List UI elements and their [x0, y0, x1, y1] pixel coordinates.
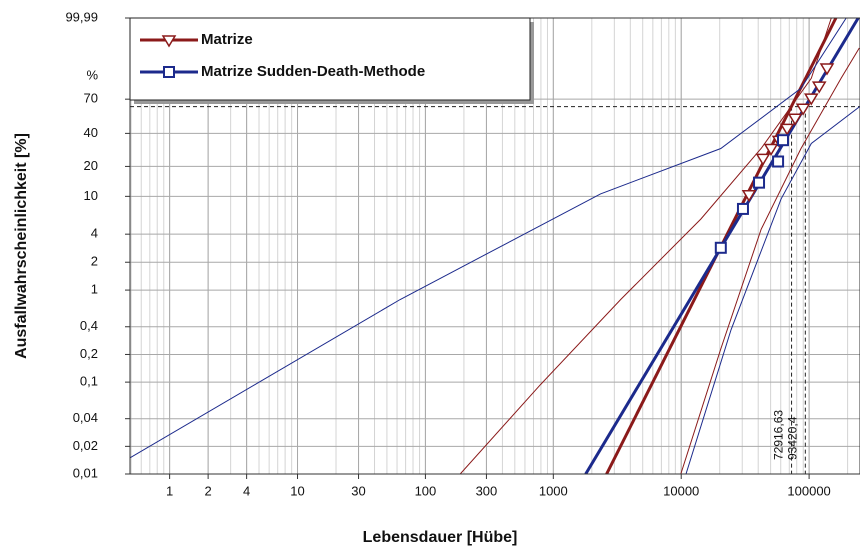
- x-axis-title: Lebensdauer [Hübe]: [363, 529, 518, 546]
- x-tick-label: 30: [351, 483, 365, 498]
- x-tick-label: 2: [205, 483, 212, 498]
- y-tick-label: 0,4: [80, 318, 98, 333]
- data-point: [163, 66, 175, 78]
- x-tick-label: 1000: [539, 483, 568, 498]
- y-tick-label: 99,99: [65, 9, 98, 24]
- y-tick-label: 20: [84, 158, 98, 173]
- data-point: [161, 35, 177, 48]
- reference-label: 72916,63: [772, 410, 786, 460]
- y-tick-label: 0,1: [80, 374, 98, 389]
- x-tick-label: 300: [476, 483, 498, 498]
- y-tick-label: 40: [84, 125, 98, 140]
- y-axis-title: Ausfallwahrscheinlichkeit [%]: [13, 133, 30, 359]
- y-tick-label: 2: [91, 254, 98, 269]
- y-tick-label: 10: [84, 188, 98, 203]
- x-tick-label: 1: [166, 483, 173, 498]
- legend-label: Matrize: [201, 31, 253, 48]
- data-point: [795, 103, 811, 116]
- data-point: [755, 153, 771, 166]
- x-tick-label: 100000: [787, 483, 830, 498]
- data-point: [819, 63, 835, 76]
- y-tick-label: 0,02: [73, 438, 98, 453]
- data-point: [811, 81, 827, 94]
- data-point: [776, 134, 789, 147]
- legend: Matrize Matrize Sudden-Death-Methode: [129, 17, 534, 104]
- data-point: [803, 93, 819, 106]
- axes: 1 2 4 10 30 100 300 1000 10000 100000 0,01 0,02 0,04…: [65, 9, 860, 498]
- data-point: [736, 202, 749, 215]
- data-point: [753, 176, 766, 189]
- y-tick-label: 4: [91, 226, 98, 241]
- y-tick-label: 0,04: [73, 410, 98, 425]
- confidence-bound: [130, 18, 847, 459]
- x-tick-label: 4: [243, 483, 250, 498]
- plot-area: [130, 18, 860, 474]
- reference-label: 93420,4: [785, 416, 799, 460]
- data-point: [779, 123, 795, 136]
- data-point: [787, 113, 803, 126]
- y-tick-label: 1: [91, 282, 98, 297]
- y-tick-label: 0,2: [80, 346, 98, 361]
- data-point: [714, 241, 727, 254]
- data-point: [763, 143, 779, 156]
- x-tick-label: 10000: [663, 483, 699, 498]
- confidence-bound: [685, 106, 860, 474]
- y-tick-label: 70: [84, 91, 98, 106]
- data-point: [741, 189, 757, 203]
- x-tick-label: 10: [290, 483, 304, 498]
- legend-label: Matrize Sudden-Death-Methode: [201, 63, 425, 80]
- x-tick-label: 100: [415, 483, 437, 498]
- legend-box: [129, 17, 531, 101]
- y-tick-label: 0,01: [73, 465, 98, 480]
- y-unit: %: [86, 67, 98, 82]
- confidence-bound: [459, 18, 832, 474]
- confidence-bound: [680, 47, 860, 474]
- data-point: [772, 155, 785, 168]
